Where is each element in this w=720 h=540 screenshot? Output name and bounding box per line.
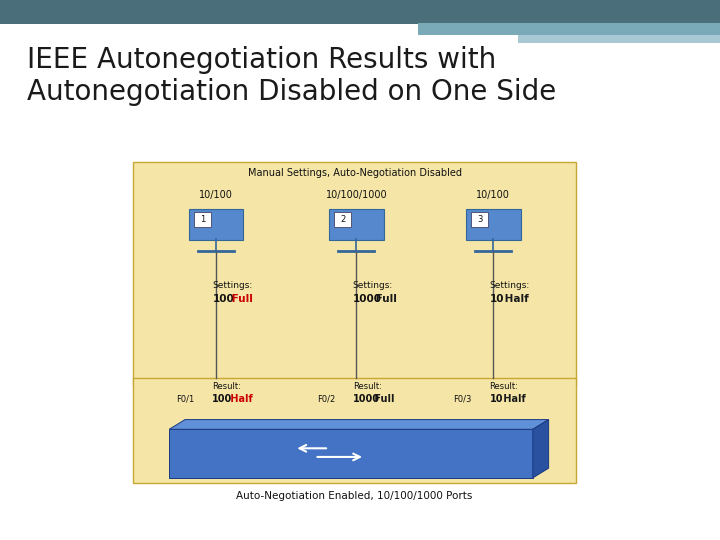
Text: 10/100/1000: 10/100/1000 [325,190,387,200]
Text: 10: 10 [490,394,503,404]
Text: Result:: Result: [490,382,518,392]
Text: F0/2: F0/2 [317,394,335,403]
FancyBboxPatch shape [0,0,720,24]
FancyBboxPatch shape [471,212,488,227]
Text: Full: Full [371,394,395,404]
Text: 10/100: 10/100 [199,190,233,200]
Text: Settings:: Settings: [212,281,253,290]
FancyBboxPatch shape [518,35,720,43]
Text: Result:: Result: [212,382,241,392]
Text: Autonegotiation Disabled on One Side: Autonegotiation Disabled on One Side [27,78,557,106]
Text: 100: 100 [212,394,233,404]
Text: 100: 100 [212,294,234,305]
Text: F0/3: F0/3 [454,394,472,403]
Text: Half: Half [500,394,526,404]
Text: 2: 2 [340,215,346,224]
Text: 10: 10 [490,294,504,305]
Text: 1000: 1000 [353,294,382,305]
Text: Settings:: Settings: [353,281,393,290]
Text: 1000: 1000 [353,394,380,404]
Text: Half: Half [501,294,529,305]
FancyBboxPatch shape [334,212,351,227]
Text: Full: Full [228,294,253,305]
Text: Auto-Negotiation Enabled, 10/100/1000 Ports: Auto-Negotiation Enabled, 10/100/1000 Po… [236,491,473,502]
FancyBboxPatch shape [418,23,720,35]
FancyBboxPatch shape [466,209,521,240]
FancyBboxPatch shape [189,209,243,240]
Polygon shape [169,420,549,429]
FancyBboxPatch shape [194,212,211,227]
Text: 3: 3 [477,215,482,224]
Text: Manual Settings, Auto-Negotiation Disabled: Manual Settings, Auto-Negotiation Disabl… [248,168,462,179]
Text: 1: 1 [199,215,205,224]
Text: Half: Half [227,394,253,404]
Polygon shape [533,420,549,478]
Text: Settings:: Settings: [490,281,530,290]
FancyBboxPatch shape [329,209,384,240]
Text: Result:: Result: [353,382,382,392]
Text: 10/100: 10/100 [476,190,510,200]
FancyBboxPatch shape [169,429,533,478]
Text: F0/1: F0/1 [176,394,194,403]
Text: IEEE Autonegotiation Results with: IEEE Autonegotiation Results with [27,46,497,74]
FancyBboxPatch shape [133,162,576,386]
FancyBboxPatch shape [133,378,576,483]
Text: Full: Full [372,294,397,305]
